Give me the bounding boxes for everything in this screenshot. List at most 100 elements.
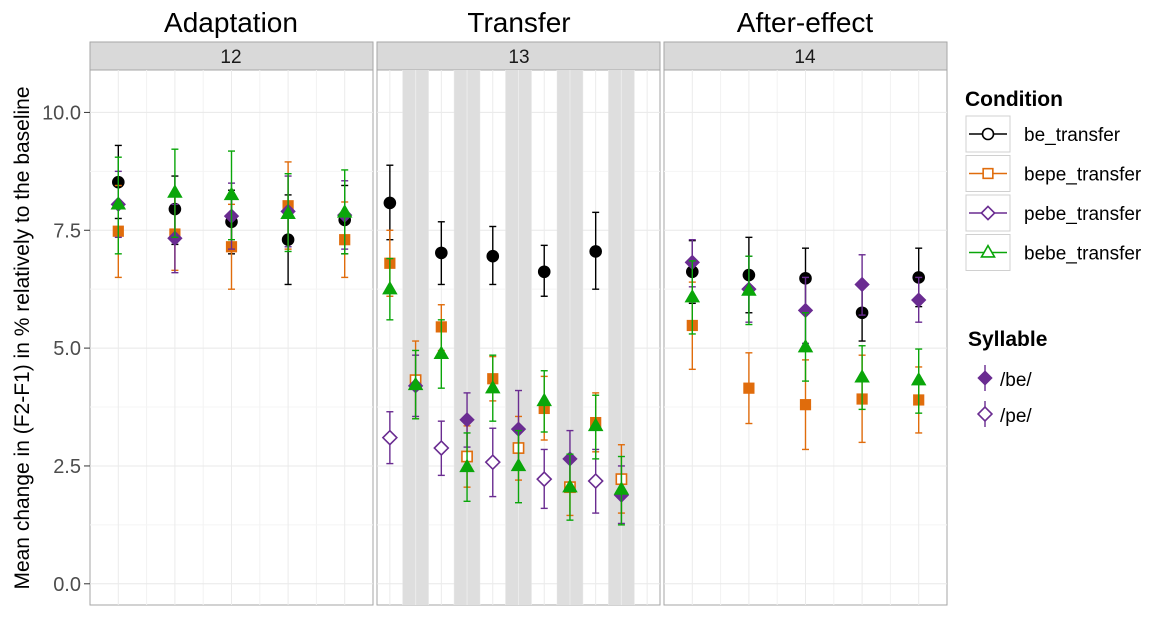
point-marker [587, 417, 604, 432]
data-point-pebe_transfer [484, 427, 501, 498]
point-marker [223, 186, 240, 201]
point-marker [433, 439, 450, 457]
data-point-bebe_transfer [910, 348, 927, 414]
point-marker [383, 196, 397, 210]
legend-key-marker [981, 127, 995, 141]
point-marker [562, 478, 578, 493]
y-tick-label: 0.0 [53, 574, 81, 596]
legend-title-syllable: Syllable [968, 328, 1047, 351]
strip-background [376, 41, 661, 71]
legend-label-bepe_transfer: bepe_transfer [1024, 165, 1142, 186]
legend-item-bebe_transfer: bebe_transfer [965, 234, 1142, 271]
plot-layer-after-effect [664, 70, 947, 605]
y-axis: 0.0 2.5 5.0 7.5 10.0 Mean change in (F2-F1) … [11, 86, 90, 596]
point-marker [336, 204, 353, 218]
data-point-bebe_transfer [741, 255, 757, 326]
data-point-bebe_transfer [459, 432, 475, 502]
legend-item-pebe_transfer: pebe_transfer [965, 194, 1142, 232]
syllable-legend-items: /be/ /pe/ [976, 365, 1032, 427]
point-marker [486, 249, 500, 263]
legend-item-bepe_transfer: bepe_transfer [965, 155, 1142, 192]
legend-title-condition: Condition [965, 88, 1063, 111]
y-axis-title: Mean change in (F2-F1) in % relatively t… [11, 86, 34, 589]
legend-label-syllable: /pe/ [1000, 406, 1032, 427]
point-marker [433, 345, 450, 359]
data-point-bepe_transfer [743, 352, 755, 425]
point-marker [167, 184, 183, 198]
y-ticks: 0.0 2.5 5.0 7.5 10.0 [42, 102, 90, 596]
point-marker [743, 382, 755, 394]
y-tick-label: 10.0 [42, 102, 81, 124]
data-point-pebe_transfer [381, 411, 398, 465]
data-point-bebe_transfer [407, 349, 424, 420]
data-point-bebe_transfer [536, 370, 552, 433]
point-marker [587, 472, 604, 490]
point-marker [589, 245, 602, 258]
legend-key-marker [982, 167, 994, 180]
point-marker [537, 265, 551, 279]
point-marker [741, 282, 757, 296]
point-marker [854, 369, 870, 383]
strip-background [89, 41, 374, 71]
data-point-pebe_transfer [854, 254, 870, 316]
data-point-bebe_transfer [485, 354, 501, 422]
y-tick-label: 7.5 [53, 220, 81, 242]
point-marker [613, 481, 630, 495]
legend-key-marker [980, 205, 996, 221]
point-marker [485, 379, 501, 394]
data-point-bebe_transfer [587, 394, 604, 460]
data-point-bebe_transfer [223, 150, 240, 241]
data-point-bebe_transfer [433, 319, 450, 389]
plot-layer-adaptation [90, 70, 373, 605]
data-point-bebe_transfer [510, 429, 527, 504]
point-marker [797, 338, 814, 353]
point-marker [510, 457, 527, 472]
plot-layer-transfer [377, 70, 660, 605]
legend-key-marker [976, 405, 994, 423]
point-marker [459, 458, 475, 473]
data-point-be_transfer [537, 244, 551, 297]
data-point-pebe_transfer [536, 448, 553, 510]
legend-label-be_transfer: be_transfer [1024, 125, 1121, 146]
condition-legend-items: be_transfer bepe_transfer pebe_transferbeb… [965, 115, 1142, 271]
data-point-be_transfer [383, 164, 397, 241]
panel-transfer: 13 [376, 41, 661, 606]
panel-titles: Adaptation Transfer After-effect [164, 7, 873, 38]
data-point-bebe_transfer [110, 156, 127, 255]
data-point-pebe_transfer [587, 448, 604, 514]
data-point-pebe_transfer [911, 276, 927, 323]
data-point-bebe_transfer [613, 455, 630, 526]
legend-key-marker [980, 244, 996, 258]
point-marker [854, 276, 870, 293]
data-point-be_transfer [589, 211, 602, 290]
point-marker [536, 471, 553, 488]
panel-title-adaptation: Adaptation [164, 7, 298, 38]
point-marker [435, 246, 448, 260]
y-tick-label: 2.5 [53, 456, 81, 478]
point-marker [110, 196, 127, 210]
data-point-bebe_transfer [854, 345, 870, 411]
legend-item-syllable: /be/ [977, 365, 1032, 391]
point-marker [910, 371, 927, 386]
panel-after-effect: 14 [663, 41, 948, 606]
data-point-be_transfer [486, 225, 500, 286]
point-marker [459, 412, 475, 428]
data-point-bebe_transfer [382, 257, 398, 321]
point-marker [381, 429, 398, 446]
point-marker [280, 205, 296, 219]
point-marker [382, 280, 398, 295]
legend-label-pebe_transfer: pebe_transfer [1024, 204, 1142, 225]
strip-label-12: 12 [220, 47, 241, 68]
data-point-bebe_transfer [562, 453, 578, 521]
data-point-bebe_transfer [280, 173, 296, 253]
legend-item-be_transfer: be_transfer [965, 115, 1121, 153]
data-point-pebe_transfer [433, 420, 450, 477]
data-point-bebe_transfer [336, 169, 353, 255]
data-point-bebe_transfer [684, 260, 701, 335]
legend-label-bebe_transfer: bebe_transfer [1024, 244, 1142, 265]
strip-label-13: 13 [508, 47, 529, 68]
point-marker [407, 376, 424, 391]
strip-label-14: 14 [794, 47, 816, 68]
legend: Condition be_transfer bepe_transfer pebe_t… [965, 88, 1142, 427]
